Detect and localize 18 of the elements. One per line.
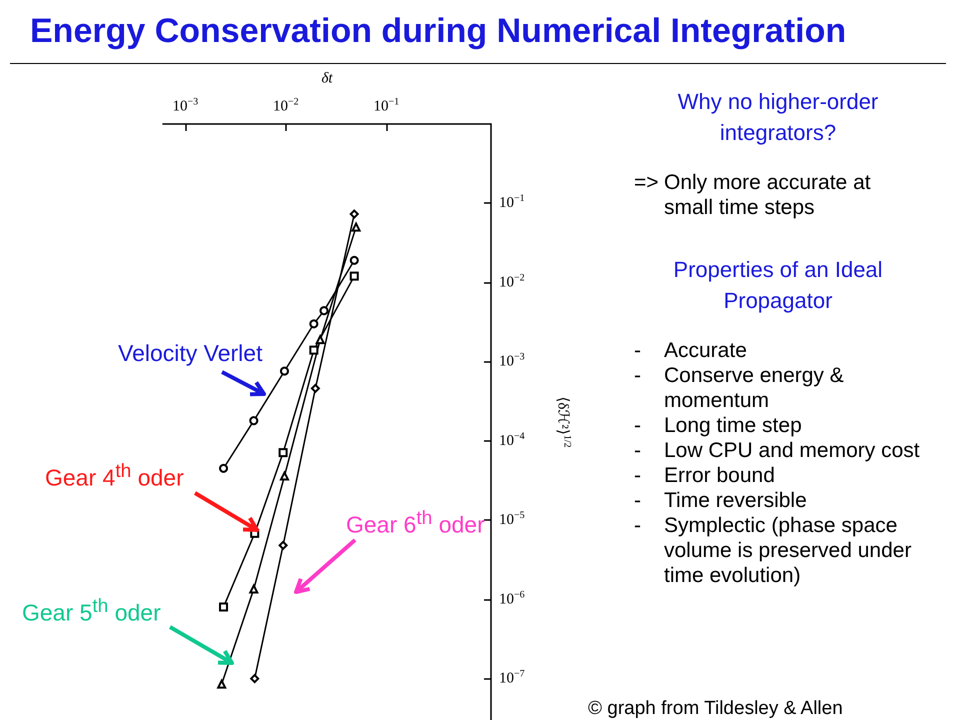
text: - Symplectic (phase space volume is preserved under time evolution): [634, 513, 912, 587]
text: Gear 6$^{th}$ oder: [346, 508, 485, 539]
series-label: Velocity Verlet: [118, 340, 262, 367]
text: Gear 5$^{th}$ oder: [22, 596, 161, 627]
x-axis-title: δt: [321, 70, 334, 86]
text: Gear 4$^{th}$ oder: [45, 461, 184, 492]
text: - Low CPU and memory cost: [634, 438, 920, 463]
y-axis-title: ⟨δℋ²⟩1/2: [554, 396, 572, 448]
text: - Conserve energy & momentum: [634, 363, 844, 412]
text: Properties of an Ideal Propagator: [672, 256, 884, 315]
chart-title: Energy Conservation during Numerical Integration: [10, 0, 946, 64]
text: - Accurate: [634, 338, 747, 363]
text: © graph from Tildesley & Allen: [588, 698, 843, 720]
text: - Time reversible: [634, 488, 807, 513]
text: => Only more accurate at small time steps: [634, 170, 871, 219]
text: - Long time step: [634, 413, 802, 438]
text: Why no higher-order integrators?: [676, 88, 880, 147]
text: - Error bound: [634, 463, 775, 488]
